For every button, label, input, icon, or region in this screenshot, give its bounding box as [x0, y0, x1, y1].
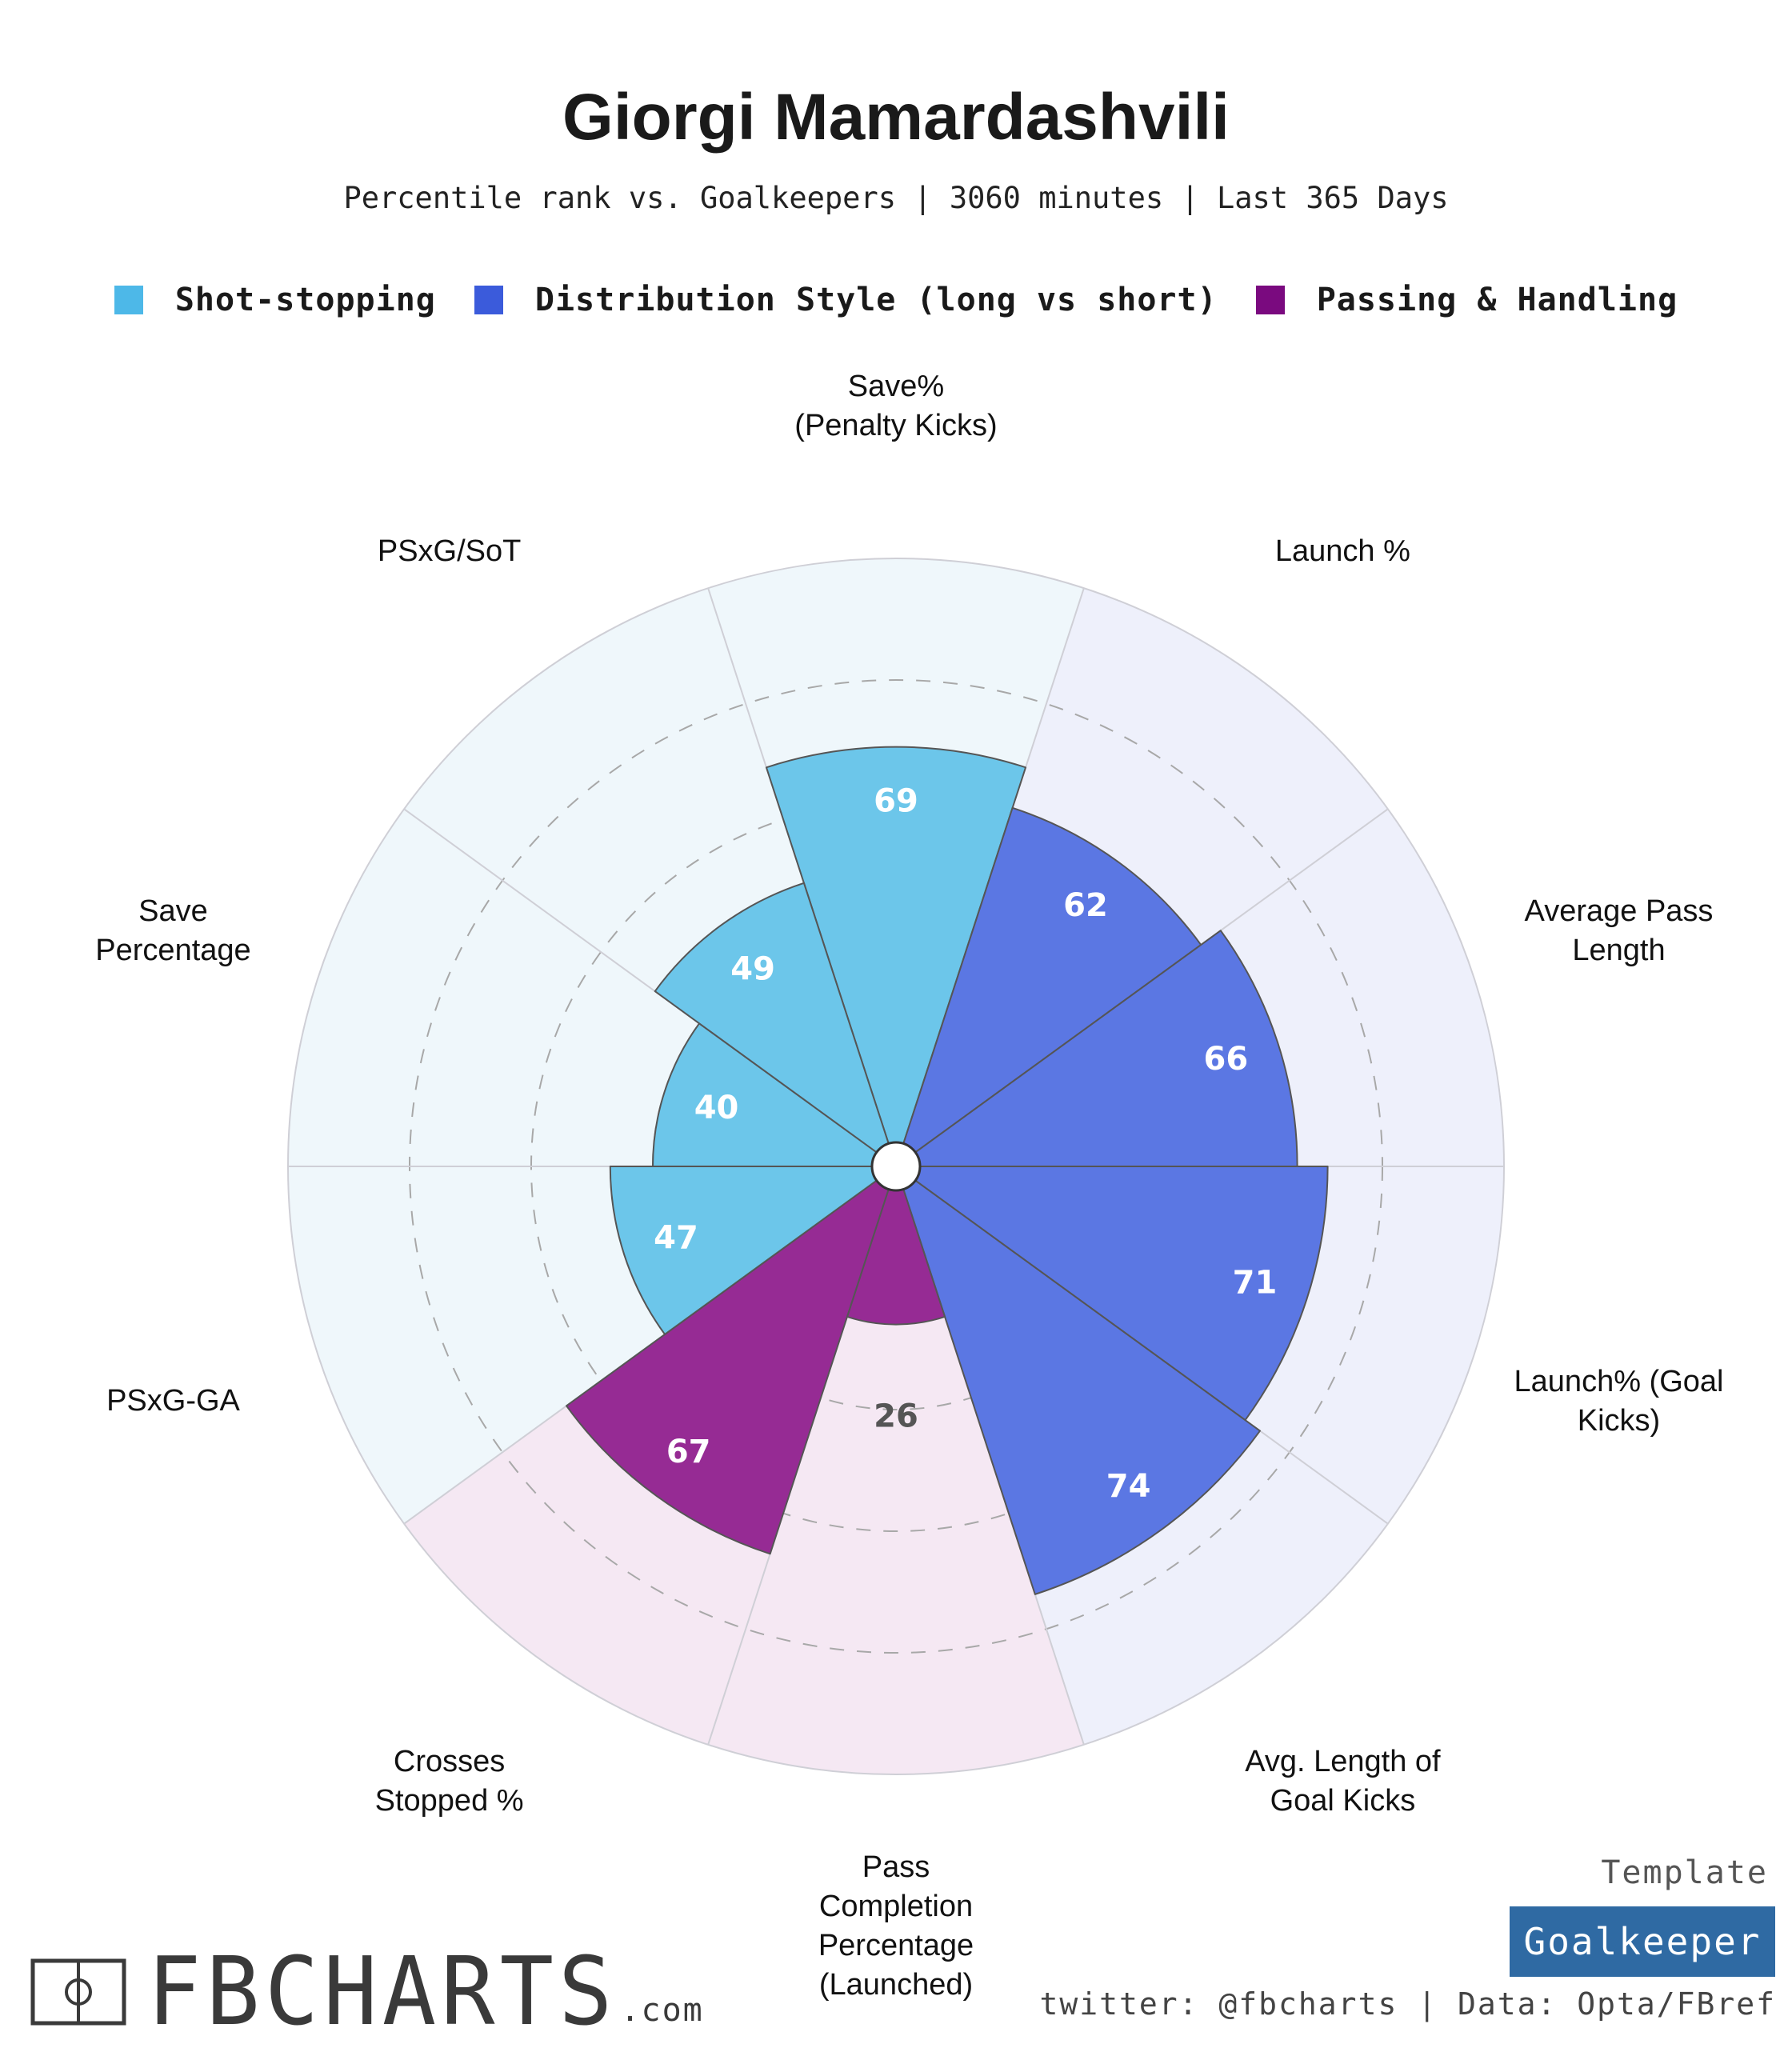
axis-label-9: Save Percentage: [95, 894, 251, 968]
axis-label-3: Average Pass Length: [1524, 894, 1714, 968]
background-wedge: [708, 1166, 1084, 1774]
center-hub: [870, 1141, 922, 1192]
axis-label-8: PSxG-GA: [106, 1384, 240, 1418]
bar-1: [765, 746, 1027, 1167]
axis-label-5: Avg. Length of Goal Kicks: [1245, 1744, 1441, 1818]
fbcharts-logo: FBCHARTS .com: [30, 1937, 704, 2047]
legend-item-shot-stopping: Shot-stopping: [114, 282, 436, 318]
axis-label-2: Launch %: [1274, 534, 1410, 568]
bar-9: [652, 1022, 897, 1167]
legend-label-distribution: Distribution Style (long vs short): [534, 282, 1218, 318]
axis-label-10: PSxG/SoT: [377, 534, 522, 568]
value-label-6: 26: [874, 1398, 918, 1435]
bar-8: [609, 1166, 897, 1335]
value-label-8: 47: [654, 1219, 698, 1256]
legend-item-passing: Passing & Handling: [1255, 282, 1678, 318]
bar-7: [566, 1166, 897, 1555]
bar-5: [895, 1166, 1261, 1595]
chart-subtitle: Percentile rank vs. Goalkeepers | 3060 m…: [343, 181, 1449, 215]
bar-4: [895, 1166, 1329, 1422]
value-label-7: 67: [666, 1434, 711, 1470]
axis-label-7: Crosses Stopped %: [374, 1744, 524, 1818]
logo-suffix: .com: [620, 1992, 704, 2029]
value-label-9: 40: [694, 1090, 739, 1126]
axis-label-6: Pass Completion Percentage (Launched): [818, 1850, 974, 2002]
value-label-10: 49: [730, 951, 775, 988]
value-label-2: 62: [1063, 887, 1108, 924]
template-label: Template: [1601, 1854, 1768, 1891]
value-label-1: 69: [874, 783, 918, 820]
legend-label-passing: Passing & Handling: [1316, 282, 1678, 318]
bar-2: [895, 806, 1202, 1167]
legend-swatch-shot-stopping: [114, 286, 143, 314]
chart-title: Giorgi Mamardashvili: [562, 81, 1230, 154]
bar-3: [895, 930, 1298, 1167]
legend-swatch-passing: [1255, 286, 1285, 314]
outer-ring: [287, 558, 1505, 1775]
value-label-3: 66: [1204, 1041, 1249, 1078]
legend-item-distribution: Distribution Style (long vs short): [474, 282, 1218, 318]
logo-text: FBCHARTS: [147, 1937, 618, 2047]
template-badge: Goalkeeper: [1510, 1906, 1775, 1977]
axis-label-1: Save% (Penalty Kicks): [794, 370, 998, 442]
bar-6: [846, 1166, 946, 1326]
value-label-5: 74: [1106, 1468, 1151, 1505]
pitch-icon: [30, 1958, 126, 2026]
value-label-4: 71: [1233, 1265, 1278, 1302]
credits-text: twitter: @fbcharts | Data: Opta/FBref: [1039, 1986, 1776, 2022]
axis-label-4: Launch% (Goal Kicks): [1514, 1364, 1724, 1438]
bar-10: [654, 882, 897, 1167]
legend-label-shot-stopping: Shot-stopping: [174, 282, 436, 318]
legend: Shot-stopping Distribution Style (long v…: [0, 282, 1792, 318]
legend-swatch-distribution: [474, 286, 503, 314]
